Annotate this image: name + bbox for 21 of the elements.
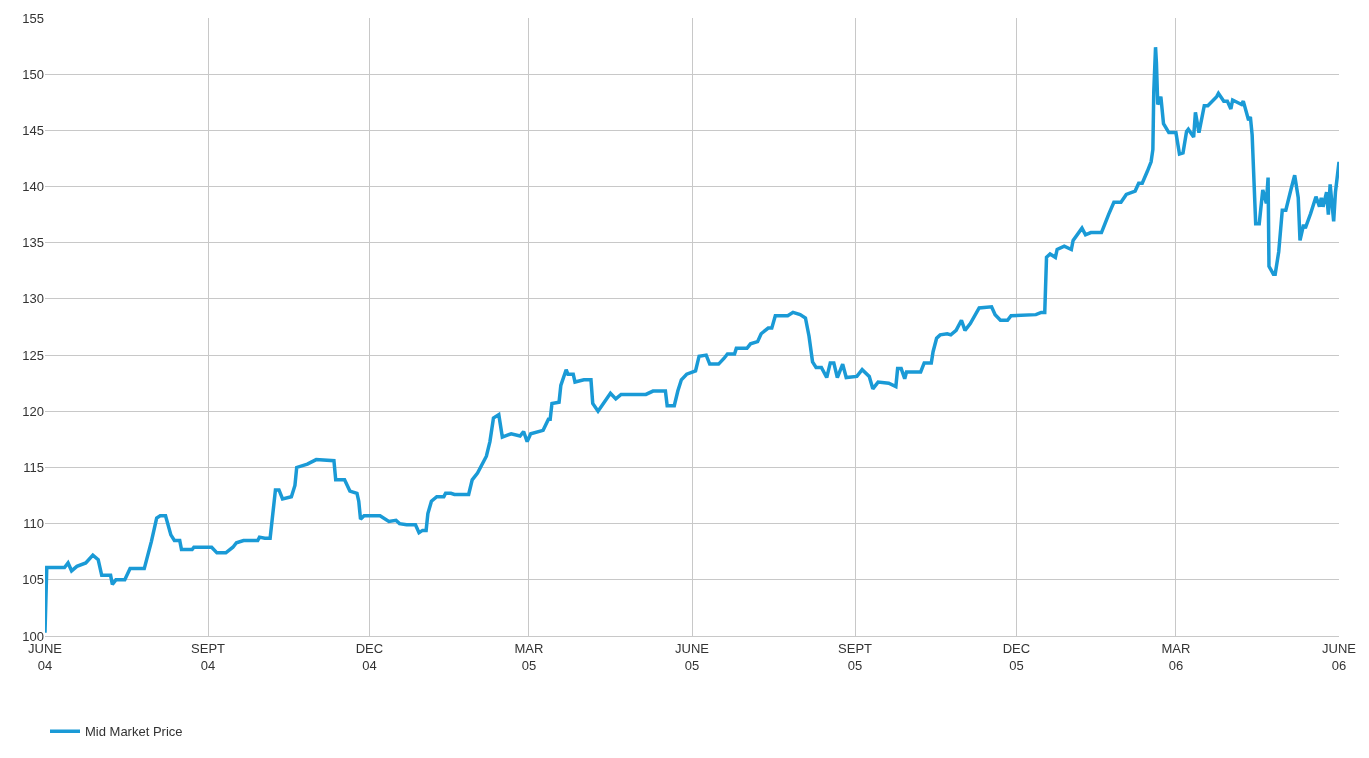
x-tick-label: SEPT 04	[191, 640, 226, 673]
x-tick-label: DEC 05	[1002, 640, 1031, 673]
legend-label: Mid Market Price	[85, 724, 183, 740]
y-tick-label: 105	[22, 572, 44, 588]
line-series	[45, 45, 1339, 635]
y-tick-label: 115	[23, 460, 44, 475]
x-tick-label: DEC 04	[355, 640, 384, 673]
y-tick-label: 150	[22, 66, 44, 82]
x-tick-label: JUNE 06	[1322, 640, 1357, 673]
y-tick-label: 110	[23, 516, 44, 532]
x-tick-label: JUNE 05	[675, 640, 710, 673]
y-tick-label: 125	[22, 347, 44, 363]
y-tick-label: 120	[22, 403, 44, 419]
x-tick-label: MAR 06	[1161, 640, 1191, 673]
y-tick-label: 140	[22, 179, 44, 195]
x-tick-label: SEPT 05	[838, 640, 873, 673]
y-tick-label: 130	[22, 291, 44, 307]
y-tick-label: 135	[22, 235, 44, 251]
y-tick-label: 145	[22, 122, 44, 138]
y-tick-label: 155	[22, 10, 44, 26]
x-tick-label: MAR 05	[514, 640, 544, 673]
